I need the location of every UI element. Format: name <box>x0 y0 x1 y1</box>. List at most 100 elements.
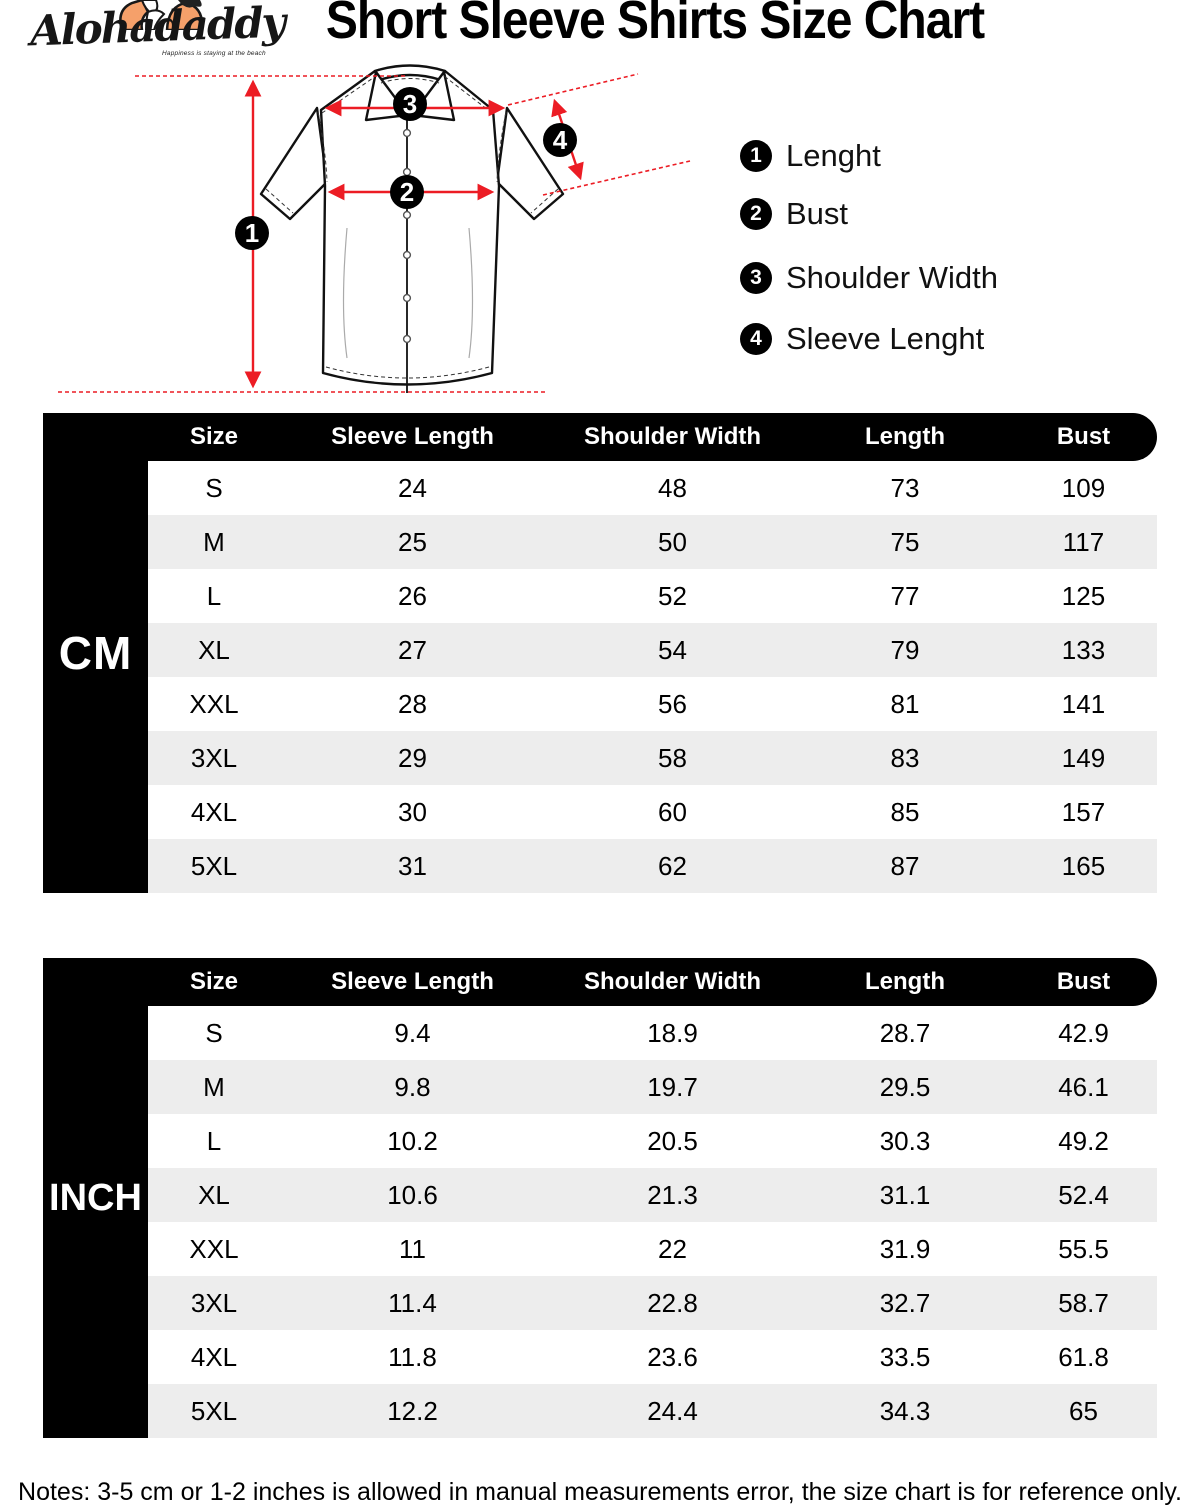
table-row: XXL 28 56 81 141 <box>148 677 1157 731</box>
legend-label: Lenght <box>786 138 881 173</box>
table-cell: 87 <box>890 850 920 881</box>
brand-name: Alohadaddy <box>29 0 285 56</box>
table-cell: 18.9 <box>647 1017 698 1048</box>
inch-table-body: S 9.4 18.9 28.7 42.9 M 9.8 19.7 29.5 46.1 L 10.2 20.… <box>148 1006 1157 1438</box>
table-cell: 12.2 <box>387 1395 438 1426</box>
table-cell: 22 <box>658 1233 687 1264</box>
table-cell: 117 <box>1062 526 1105 557</box>
legend-label: Shoulder Width <box>786 260 998 295</box>
table-cell: 20.5 <box>647 1125 698 1156</box>
inch-table-header: Size Sleeve Length Shoulder Width Length… <box>148 958 1157 1006</box>
table-cell: L <box>206 580 222 611</box>
column-header-shoulder-width: Shoulder Width <box>583 968 762 995</box>
table-cell: 11.4 <box>388 1287 437 1318</box>
table-cell: 28 <box>398 688 427 719</box>
legend-item-sleeve-length: 4 Sleeve Lenght <box>740 321 985 356</box>
table-cell: 24 <box>398 472 427 503</box>
table-row: 4XL 30 60 85 157 <box>148 785 1157 839</box>
table-cell: 65 <box>1069 1395 1098 1426</box>
table-cell: 26 <box>398 580 427 611</box>
column-header-length: Length <box>865 968 945 995</box>
table-cell: S <box>205 1017 223 1048</box>
svg-text:4: 4 <box>553 125 568 155</box>
column-header-shoulder-width: Shoulder Width <box>583 423 762 450</box>
table-cell: 52 <box>658 580 687 611</box>
table-cell: 46.1 <box>1058 1071 1109 1102</box>
column-header-sleeve-length: Sleeve Length <box>331 968 494 995</box>
table-row: 5XL 31 62 87 165 <box>148 839 1157 893</box>
legend-badge-4: 4 <box>740 323 772 355</box>
cm-size-table: CM Size Sleeve Length Shoulder Width Len… <box>43 413 1157 893</box>
table-cell: XL <box>198 634 230 665</box>
svg-text:3: 3 <box>403 89 417 119</box>
table-cell: 27 <box>398 634 427 665</box>
table-cell: XL <box>198 1179 230 1210</box>
table-cell: 73 <box>890 472 920 503</box>
column-header-length: Length <box>865 423 945 450</box>
table-cell: 10.6 <box>387 1179 438 1210</box>
table-cell: 58 <box>658 742 687 773</box>
table-cell: 11 <box>399 1233 426 1264</box>
diagram-badge-4: 4 <box>543 123 577 157</box>
table-cell: 3XL <box>190 1287 238 1318</box>
table-row: 5XL 12.2 24.4 34.3 65 <box>148 1384 1157 1438</box>
table-cell: 61.8 <box>1058 1341 1109 1372</box>
table-cell: 10.2 <box>387 1125 438 1156</box>
table-cell: 109 <box>1061 472 1106 503</box>
table-cell: 3XL <box>190 742 238 773</box>
brand-logo: Alohadaddy Happiness is staying at the b… <box>0 0 300 70</box>
table-cell: 19.7 <box>647 1071 698 1102</box>
measurement-legend: 1 Lenght 2 Bust 3 Shoulder Width 4 Sleev… <box>740 135 1120 365</box>
table-cell: 149 <box>1061 742 1106 773</box>
legend-badge-2: 2 <box>740 198 772 230</box>
table-cell: 30.3 <box>879 1125 931 1156</box>
table-cell: M <box>203 1071 225 1102</box>
legend-badge-1: 1 <box>740 140 772 172</box>
table-cell: 50 <box>658 526 687 557</box>
inch-size-table: INCH Size Sleeve Length Shoulder Width L… <box>43 958 1157 1438</box>
table-cell: 56 <box>658 688 687 719</box>
cm-table-body: S 24 48 73 109 M 25 50 75 117 L 26 52 77 125 XL 27 54 79 13… <box>148 461 1157 893</box>
table-row: 3XL 11.4 22.8 32.7 58.7 <box>148 1276 1157 1330</box>
table-row: 3XL 29 58 83 149 <box>148 731 1157 785</box>
table-row: XL 10.6 21.3 31.1 52.4 <box>148 1168 1157 1222</box>
diagram-badge-1: 1 <box>235 216 269 250</box>
table-cell: 83 <box>890 742 920 773</box>
cm-unit-label: CM <box>43 413 148 893</box>
table-cell: M <box>203 526 225 557</box>
table-row: L 26 52 77 125 <box>148 569 1157 623</box>
table-cell: 5XL <box>190 1395 238 1426</box>
legend-label: Sleeve Lenght <box>786 321 985 356</box>
table-cell: 11.8 <box>388 1341 437 1372</box>
table-cell: 165 <box>1061 850 1106 881</box>
table-cell: 55.5 <box>1058 1233 1109 1264</box>
column-header-sleeve-length: Sleeve Length <box>331 423 494 450</box>
table-cell: 141 <box>1061 688 1106 719</box>
table-cell: 22.8 <box>647 1287 698 1318</box>
table-cell: 24.4 <box>647 1395 698 1426</box>
mascot-icon <box>119 0 204 30</box>
table-cell: 79 <box>890 634 920 665</box>
cm-table-header: Size Sleeve Length Shoulder Width Length… <box>148 413 1157 461</box>
table-cell: 81 <box>890 688 920 719</box>
brand-tagline: Happiness is staying at the beach <box>162 50 266 57</box>
legend-item-shoulder-width: 3 Shoulder Width <box>740 260 998 295</box>
table-cell: 54 <box>658 634 687 665</box>
table-cell: 85 <box>890 796 920 827</box>
legend-item-bust: 2 Bust <box>740 196 848 231</box>
table-cell: 133 <box>1061 634 1106 665</box>
table-cell: 42.9 <box>1058 1017 1109 1048</box>
table-cell: 29 <box>398 742 427 773</box>
table-cell: 33.5 <box>879 1341 931 1372</box>
table-cell: 4XL <box>190 796 238 827</box>
table-cell: 75 <box>890 526 920 557</box>
table-row: M 9.8 19.7 29.5 46.1 <box>148 1060 1157 1114</box>
table-cell: S <box>205 472 223 503</box>
diagram-badge-2: 2 <box>390 175 424 209</box>
table-cell: 21.3 <box>647 1179 698 1210</box>
diagram-badge-3: 3 <box>393 87 427 121</box>
column-header-bust: Bust <box>1056 423 1111 450</box>
legend-item-length: 1 Lenght <box>740 138 881 173</box>
table-cell: 34.3 <box>879 1395 931 1426</box>
